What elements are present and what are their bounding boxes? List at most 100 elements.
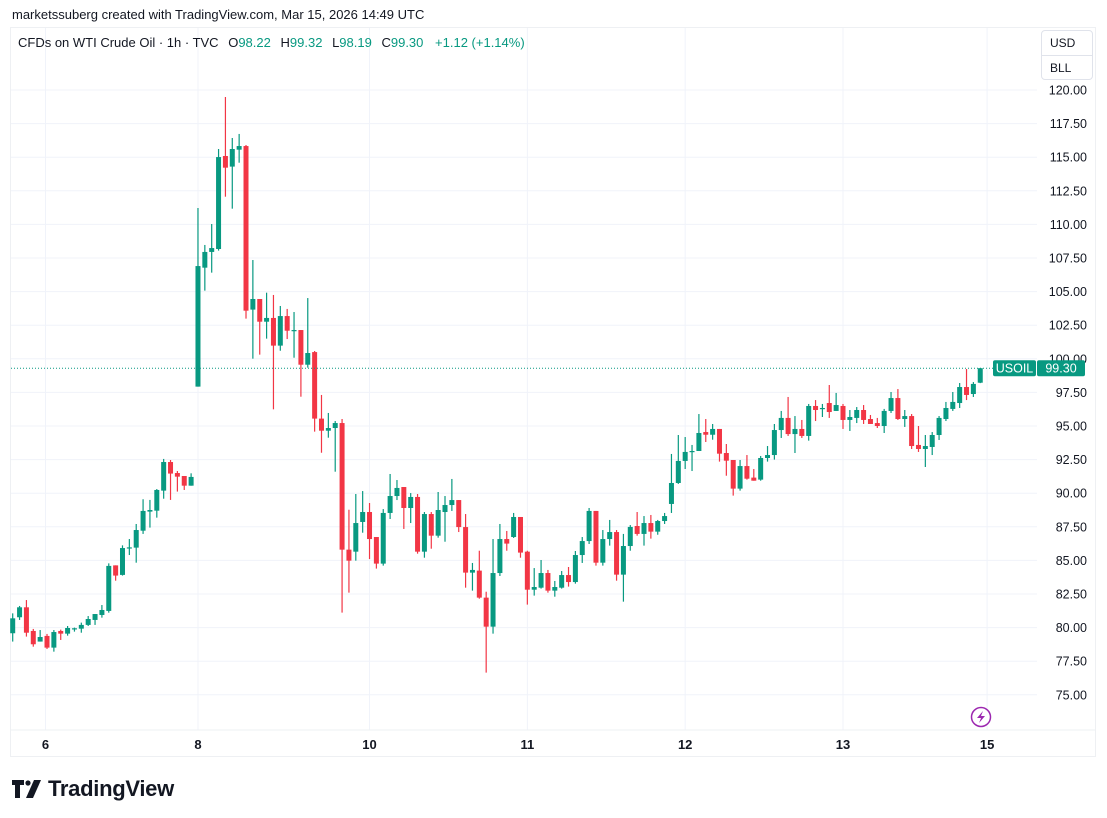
candle-body [620,546,626,575]
candle [174,471,180,492]
candle-body [408,496,414,508]
candle [552,580,558,597]
candle-body [614,532,620,575]
chart-pane[interactable] [10,27,1096,757]
candle-body [195,266,201,387]
candle-body [463,527,469,573]
candle-body [765,455,771,458]
close-label: C [381,35,391,50]
candle [737,460,743,491]
price-tag-bg [1037,360,1085,377]
candle-body [524,551,530,590]
price-tick-label: 112.50 [1050,184,1087,198]
candle [30,628,36,647]
candle [360,491,366,533]
change-value: +1.12 (+1.14%) [435,35,525,50]
last-price-line: USOIL 99.30 [11,360,1085,728]
candle [964,369,970,401]
candle [607,519,613,546]
lightning-icon[interactable] [970,706,992,728]
candle [620,533,626,602]
candle [538,559,544,589]
candle [216,149,222,251]
candle-body [181,475,187,486]
candle [840,403,846,429]
price-tick-label: 107.50 [1049,252,1087,266]
candle-body [964,387,970,395]
candle-body [401,487,407,508]
candle-body [51,632,57,648]
candle [181,475,187,490]
candle-body [813,405,819,411]
price-tick-label: 105.00 [1049,285,1087,299]
candle-body [442,505,448,513]
candle [895,389,901,420]
candle-body [826,403,832,413]
candle [778,410,784,438]
candle-body [840,405,846,420]
candle-body [250,298,256,310]
candle [929,432,935,456]
candle [847,410,853,431]
candle-body [950,401,956,409]
candle [957,382,963,408]
candle [250,260,256,359]
candle-body [161,462,167,491]
candle-body [257,298,263,322]
candle-body [668,482,674,504]
candle [339,419,345,613]
candle [428,512,434,549]
candle [867,414,873,424]
open-label: O [228,35,239,50]
candle-body [490,573,496,627]
candle-body [607,532,613,540]
symbol-description[interactable]: CFDs on WTI Crude Oil · 1h · TVC [18,35,219,50]
candle [85,616,91,626]
candle [92,614,98,625]
candle-body [421,514,427,552]
candle-body [30,630,36,645]
candle [668,453,674,513]
candle [682,437,688,470]
candle [751,469,757,481]
candle [511,512,517,538]
candle-body [977,368,983,383]
candle-body [236,146,242,150]
candle-body [511,516,517,538]
candle-body [140,510,146,531]
unit-label[interactable]: BLL [1042,55,1092,80]
candle-body [833,405,839,411]
candle [367,503,373,560]
candle-body [696,432,702,451]
candle [229,137,235,209]
time-axis: 6 8 10 11 12 13 15 [42,737,994,752]
candle-body [957,387,963,404]
tradingview-brand: TradingView [12,776,174,802]
candle [202,244,208,291]
currency-unit-selector[interactable]: USD BLL [1041,30,1093,80]
candle-body [85,618,91,625]
time-tick-label: 10 [362,737,376,752]
candle-body [675,460,681,483]
candle-body [545,573,551,591]
candle-body [58,630,64,634]
candle [298,330,304,397]
candle-body [415,496,421,552]
candle-body [476,570,482,598]
open-value: 98.22 [238,35,271,50]
candle-body [799,428,805,436]
candle-body [867,419,873,424]
candle-body [881,410,887,426]
candle [161,458,167,499]
candle-body [566,575,572,583]
candle [188,473,194,486]
candles [10,96,983,673]
candle [264,292,270,339]
last-price-label: USOIL 99.30 [993,360,1085,377]
candle [641,516,647,546]
candle [600,530,606,566]
candle-body [373,537,379,564]
candle-body [10,618,16,634]
currency-label[interactable]: USD [1050,36,1076,50]
